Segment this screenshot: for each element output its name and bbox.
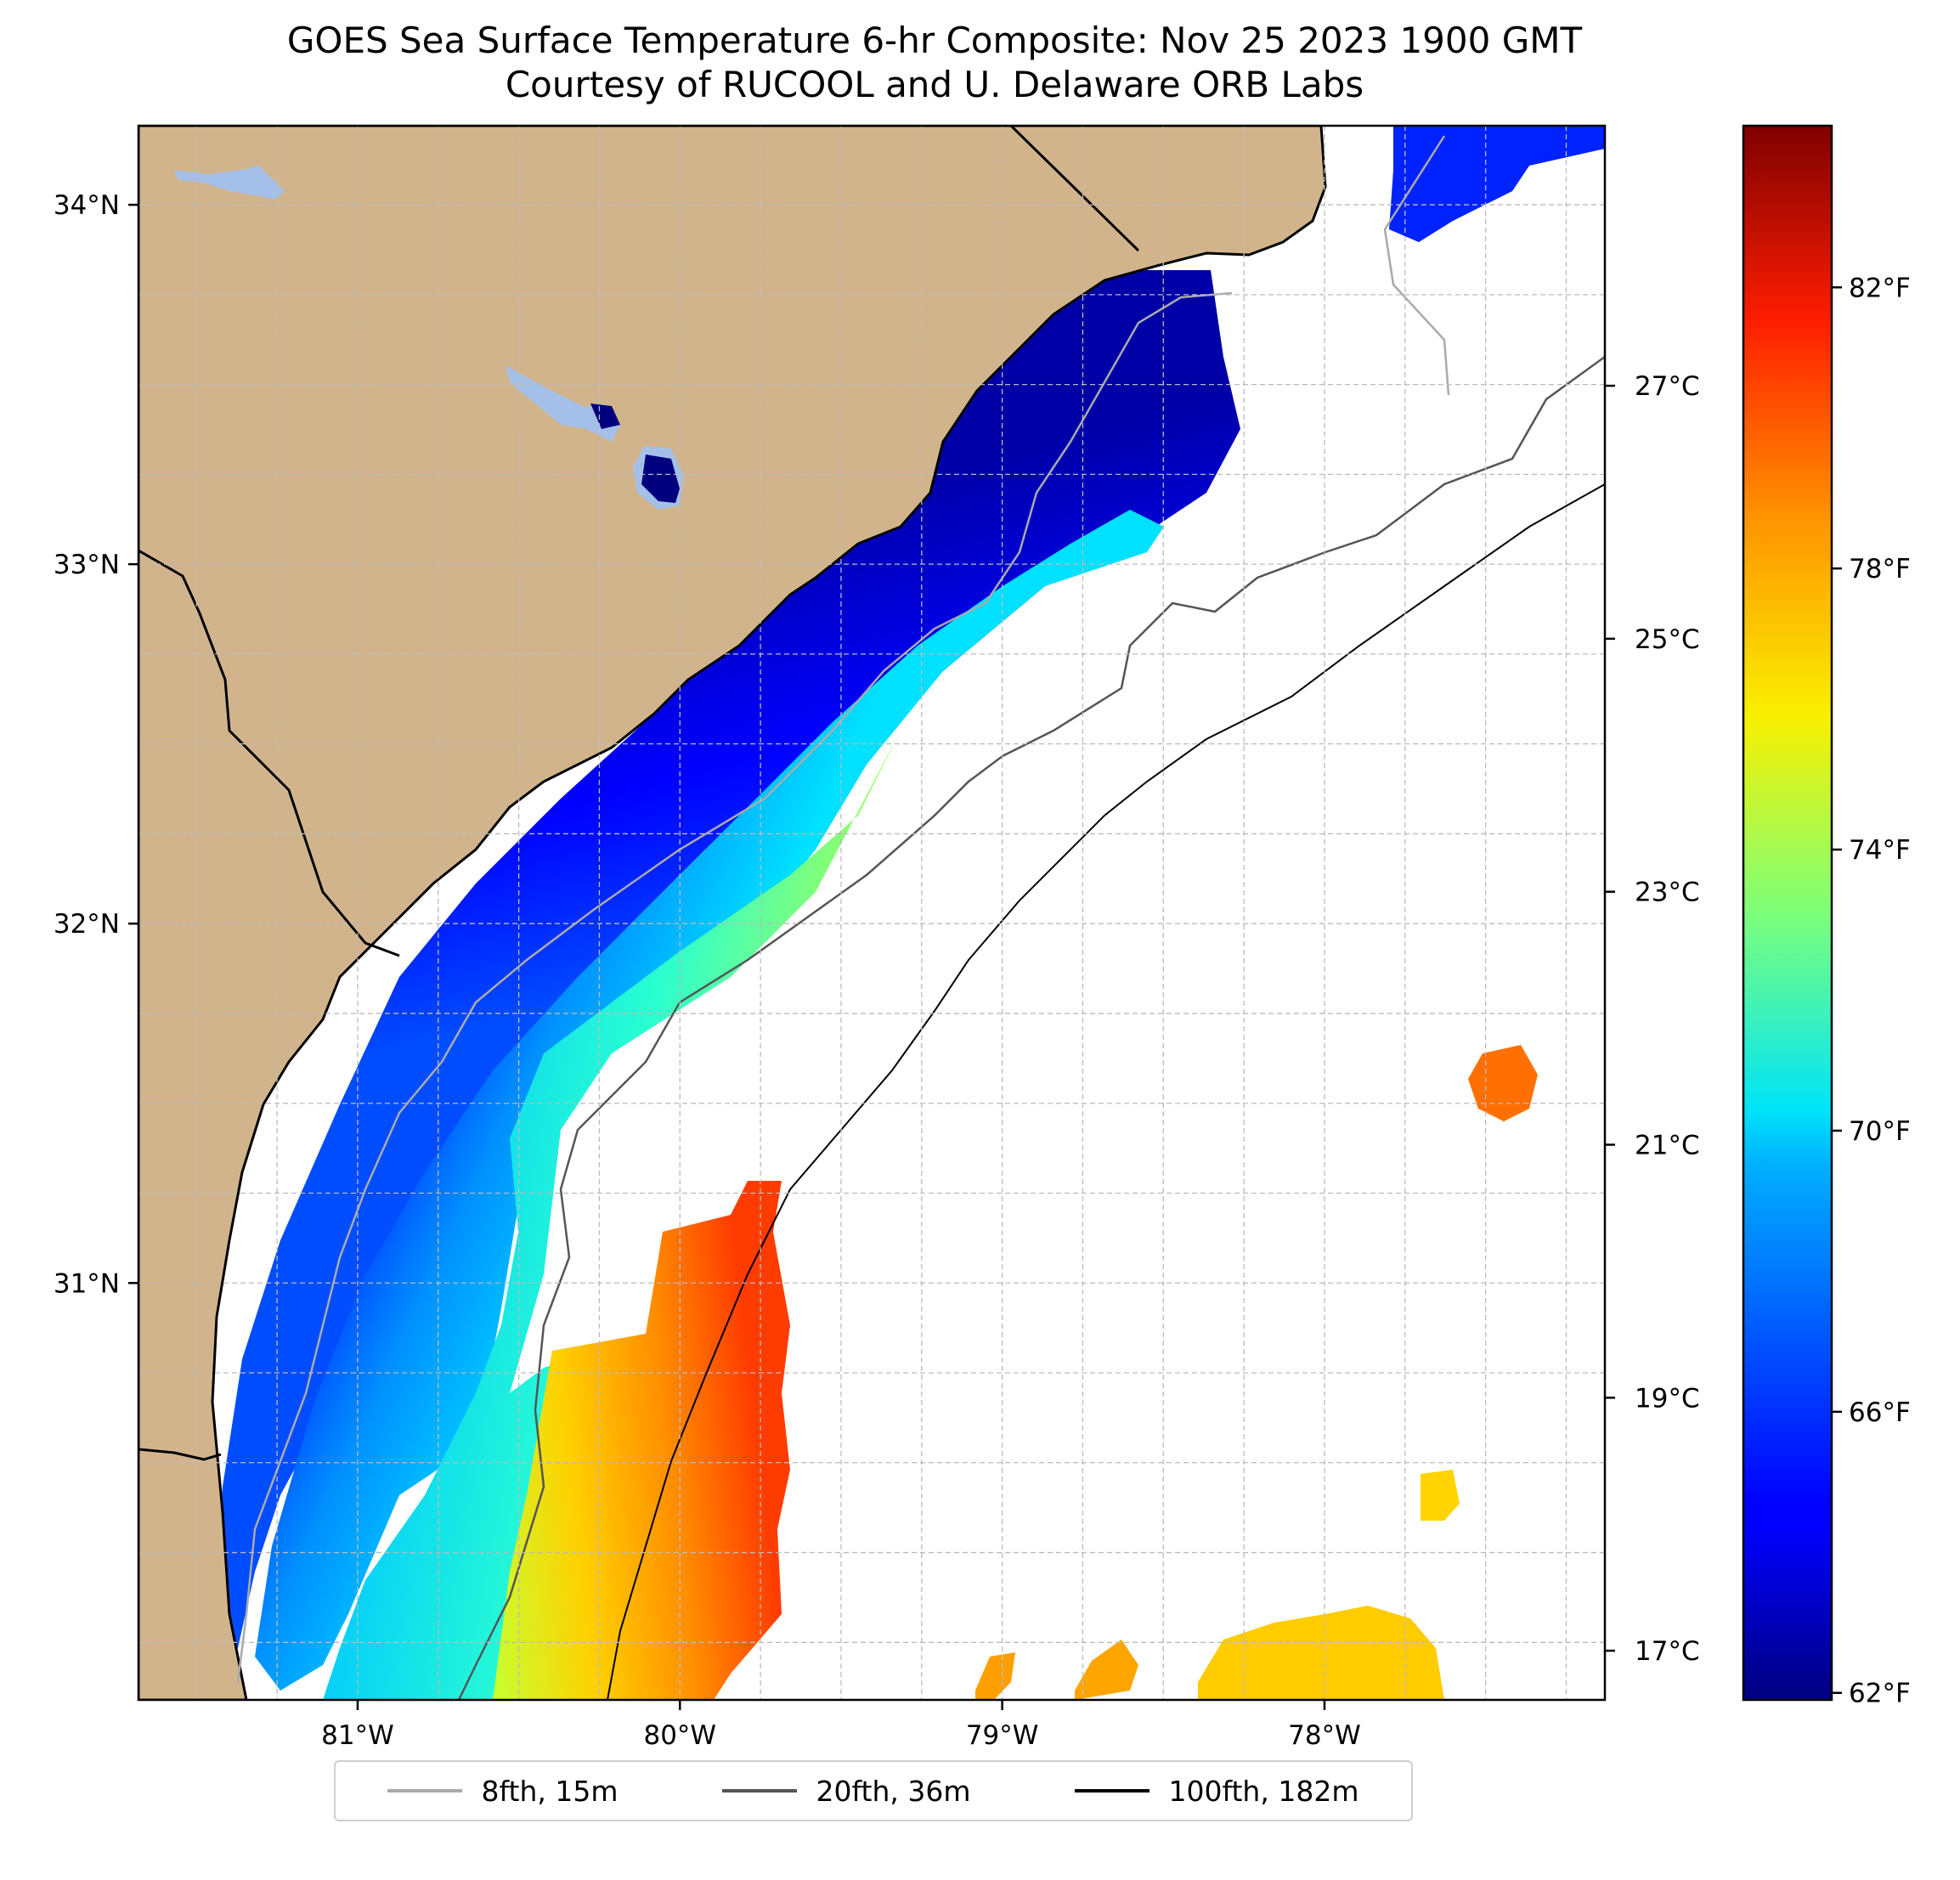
land-mainland — [138, 126, 1327, 1700]
lake-marion-dark — [590, 404, 620, 429]
sst-bottom-patch-east — [1198, 1606, 1444, 1700]
map-gridlines — [138, 126, 1605, 1700]
title-line-2: Courtesy of RUCOOL and U. Delaware ORB L… — [505, 64, 1364, 105]
lake-northwest — [174, 166, 285, 200]
latitude-ticks: 34°N 33°N 32°N 31°N — [54, 190, 138, 1299]
colorbar-f-tick-label: 70°F — [1849, 1116, 1911, 1147]
colorbar-c-tick-label: 17°C — [1635, 1636, 1700, 1667]
colorbar-f-tick-label: 74°F — [1849, 835, 1911, 866]
lat-tick-label: 33°N — [54, 550, 120, 580]
colorbar-f-tick-label: 62°F — [1849, 1679, 1911, 1709]
colorbar-fahrenheit-ticks: 62°F 66°F 70°F 74°F 78°F 82°F — [1832, 273, 1911, 1709]
sst-outer-band — [323, 731, 901, 1700]
isobath-20fth — [457, 355, 1605, 1700]
colorbar — [1742, 124, 1833, 1702]
colorbar-c-tick-label: 23°C — [1635, 878, 1700, 908]
colorbar-f-tick-label: 78°F — [1849, 554, 1911, 584]
state-border-ga-fl — [138, 1448, 222, 1461]
isobath-legend: 8fth, 15m 20fth, 36m 100fth, 182m — [334, 1760, 1413, 1821]
map-frame — [137, 124, 1607, 1702]
title-line-1: GOES Sea Surface Temperature 6-hr Compos… — [286, 20, 1583, 61]
legend-line-100fth — [1075, 1789, 1150, 1792]
sst-bottom-patch-mid — [1075, 1640, 1138, 1700]
legend-label-20fth: 20fth, 36m — [816, 1774, 971, 1808]
state-border-sc-ga — [138, 549, 400, 957]
colorbar-c-tick-label: 27°C — [1635, 371, 1700, 402]
lon-tick-label: 79°W — [966, 1720, 1039, 1751]
legend-item-8fth: 8fth, 15m — [387, 1774, 619, 1808]
map-content — [138, 126, 1605, 1700]
sst-small-patch-yellow — [1421, 1470, 1460, 1521]
legend-label-8fth: 8fth, 15m — [481, 1774, 619, 1808]
legend-line-20fth — [722, 1789, 798, 1792]
longitude-ticks: 81°W 80°W 79°W 78°W — [321, 1700, 1361, 1751]
legend-label-100fth: 100fth, 182m — [1168, 1774, 1359, 1808]
legend-line-8fth — [387, 1789, 463, 1792]
lat-tick-label: 32°N — [54, 909, 120, 940]
lat-tick-label: 31°N — [54, 1268, 120, 1299]
lat-tick-label: 34°N — [54, 190, 120, 221]
lon-tick-label: 78°W — [1288, 1720, 1361, 1751]
lake-moultrie-dark — [641, 454, 680, 503]
sst-northeast-patch — [1389, 126, 1605, 242]
legend-item-20fth: 20fth, 36m — [722, 1775, 970, 1808]
colorbar-celsius-ticks: 17°C 19°C 21°C 23°C 25°C 27°C — [1605, 371, 1700, 1667]
chart-title: GOES Sea Surface Temperature 6-hr Compos… — [0, 19, 1869, 107]
colorbar-c-tick-label: 21°C — [1635, 1130, 1700, 1160]
colorbar-f-tick-label: 82°F — [1849, 273, 1911, 303]
isobath-100fth — [607, 483, 1605, 1700]
colorbar-c-tick-label: 25°C — [1635, 624, 1700, 655]
sst-bottom-patch-west — [975, 1652, 1015, 1700]
colorbar-c-tick-label: 19°C — [1635, 1383, 1700, 1414]
legend-item-100fth: 100fth, 182m — [1075, 1775, 1358, 1808]
sst-warm-patch — [493, 1181, 790, 1700]
state-border-nc-sc — [1009, 126, 1140, 252]
lon-tick-label: 81°W — [321, 1720, 394, 1751]
colorbar-f-tick-label: 66°F — [1849, 1397, 1911, 1428]
lon-tick-label: 80°W — [643, 1720, 716, 1751]
